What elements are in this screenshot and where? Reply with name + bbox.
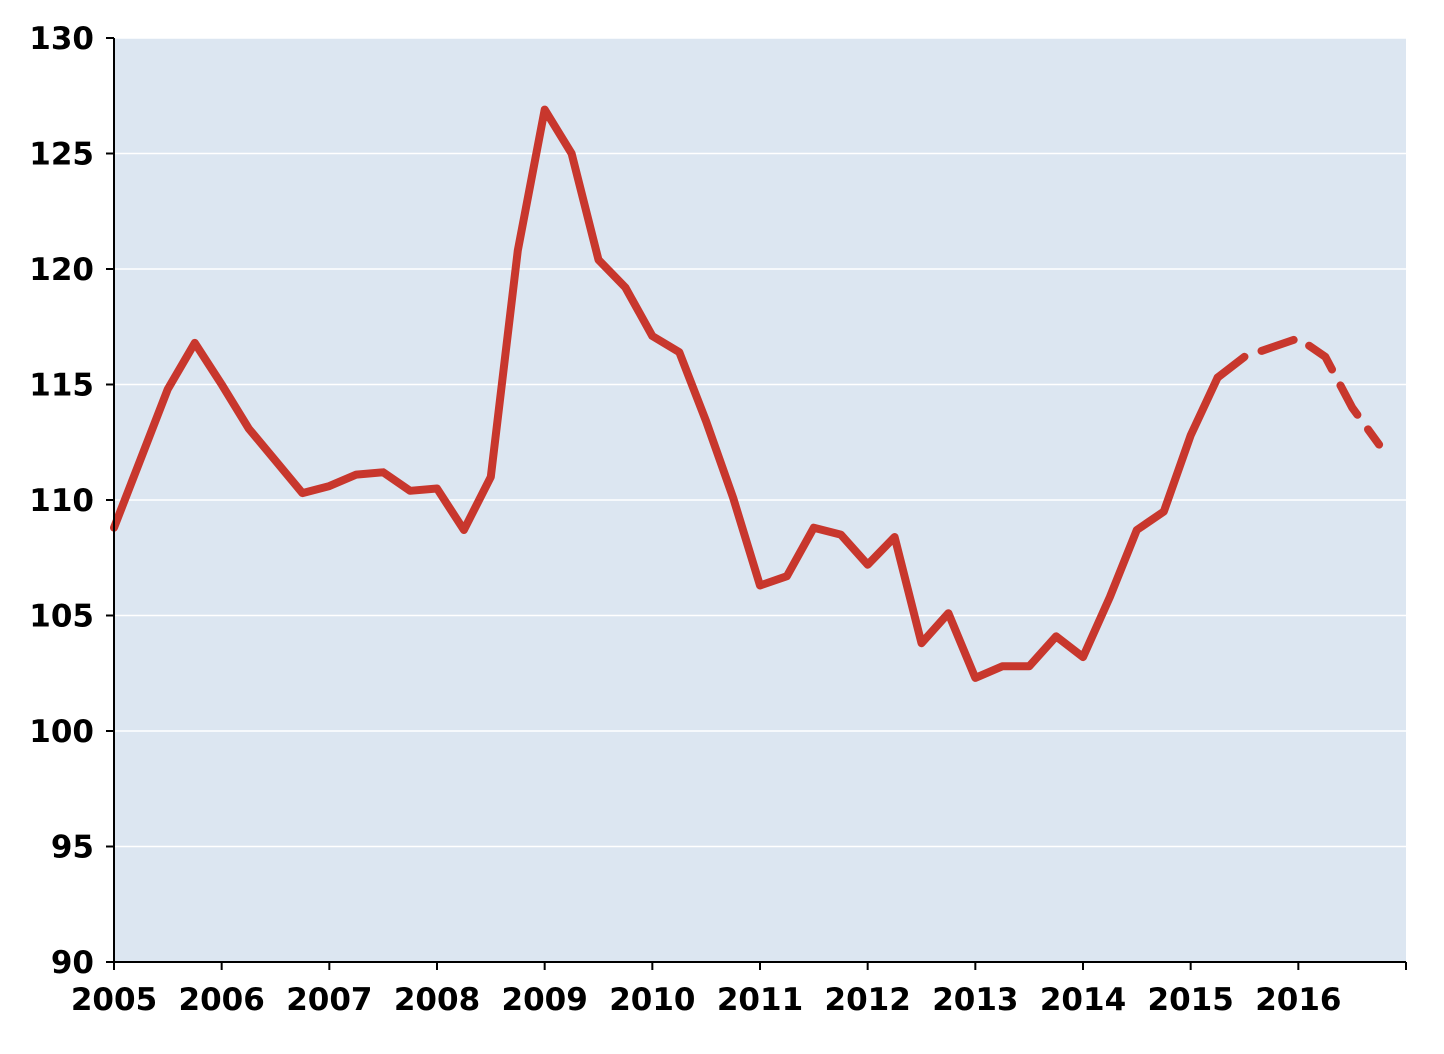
x-tick-label: 2010	[609, 982, 695, 1018]
y-tick-label: 95	[51, 830, 94, 866]
y-tick-label: 105	[29, 599, 94, 635]
y-tick-label: 120	[29, 252, 94, 288]
x-axis-ticks: 2005 2006 2007 2008 2009 2010 2011 2012 2013 2014…	[71, 962, 1406, 1018]
y-tick-label: 130	[29, 21, 94, 57]
y-axis-ticks: 90 95 100 105 110 115 120 125 130	[29, 21, 114, 981]
x-tick-label: 2008	[394, 982, 480, 1018]
y-tick-label: 110	[29, 483, 94, 519]
x-tick-label: 2015	[1148, 982, 1234, 1018]
x-tick-label: 2006	[179, 982, 265, 1018]
x-tick-label: 2013	[932, 982, 1018, 1018]
x-tick-label: 2014	[1040, 982, 1126, 1018]
x-tick-label: 2007	[286, 982, 372, 1018]
y-tick-label: 125	[29, 137, 94, 173]
y-tick-label: 115	[29, 368, 94, 404]
x-tick-label: 2009	[502, 982, 588, 1018]
x-tick-label: 2005	[71, 982, 157, 1018]
x-tick-label: 2016	[1255, 982, 1341, 1018]
y-tick-label: 100	[29, 714, 94, 750]
x-tick-label: 2011	[717, 982, 803, 1018]
x-tick-label: 2012	[825, 982, 911, 1018]
y-tick-label: 90	[51, 945, 94, 981]
